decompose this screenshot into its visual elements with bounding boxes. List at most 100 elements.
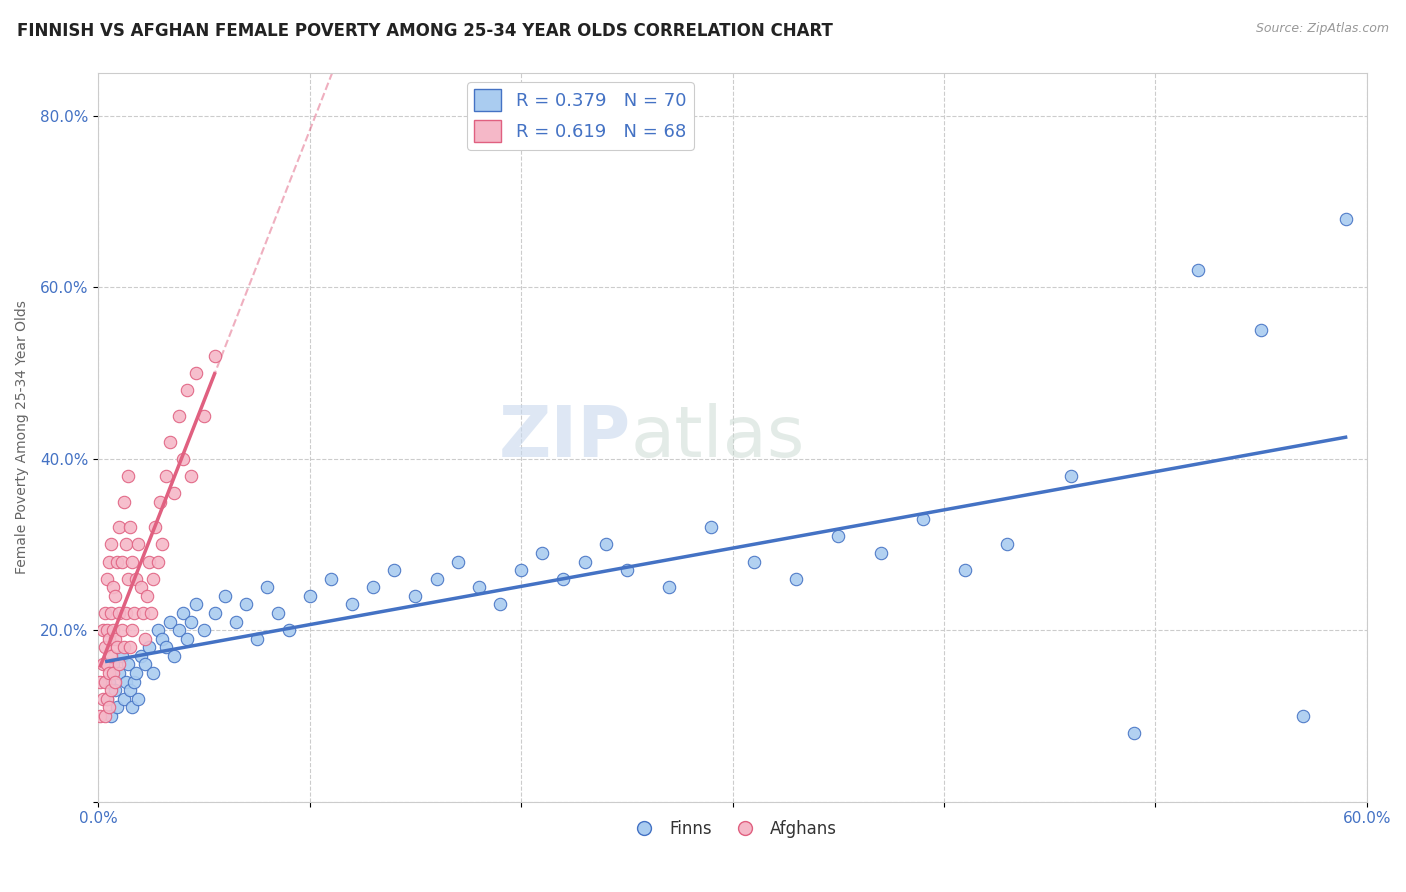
Point bbox=[176, 383, 198, 397]
Point bbox=[97, 632, 120, 646]
Text: Source: ZipAtlas.com: Source: ZipAtlas.com bbox=[1256, 22, 1389, 36]
Point bbox=[159, 434, 181, 449]
Point bbox=[995, 537, 1018, 551]
Point bbox=[159, 615, 181, 629]
Point bbox=[108, 520, 131, 534]
Point bbox=[204, 606, 226, 620]
Point bbox=[155, 468, 177, 483]
Point bbox=[319, 572, 342, 586]
Point bbox=[121, 700, 143, 714]
Point bbox=[146, 555, 169, 569]
Point bbox=[97, 700, 120, 714]
Point bbox=[277, 623, 299, 637]
Point bbox=[128, 537, 150, 551]
Point bbox=[118, 683, 141, 698]
Point bbox=[138, 640, 160, 655]
Point bbox=[163, 486, 186, 500]
Point bbox=[616, 563, 638, 577]
Point bbox=[136, 589, 159, 603]
Point bbox=[142, 572, 165, 586]
Point bbox=[112, 494, 135, 508]
Point bbox=[184, 366, 207, 380]
Point bbox=[108, 606, 131, 620]
Point bbox=[172, 606, 194, 620]
Point bbox=[141, 606, 163, 620]
Point bbox=[110, 648, 132, 663]
Point bbox=[93, 640, 115, 655]
Legend: Finns, Afghans: Finns, Afghans bbox=[621, 813, 844, 844]
Point bbox=[180, 468, 202, 483]
Point bbox=[108, 665, 131, 680]
Text: FINNISH VS AFGHAN FEMALE POVERTY AMONG 25-34 YEAR OLDS CORRELATION CHART: FINNISH VS AFGHAN FEMALE POVERTY AMONG 2… bbox=[17, 22, 832, 40]
Point bbox=[404, 589, 426, 603]
Point bbox=[176, 632, 198, 646]
Point bbox=[172, 451, 194, 466]
Point bbox=[91, 623, 114, 637]
Point bbox=[146, 623, 169, 637]
Point bbox=[101, 623, 124, 637]
Point bbox=[117, 468, 139, 483]
Point bbox=[100, 709, 122, 723]
Point bbox=[118, 640, 141, 655]
Point bbox=[489, 598, 512, 612]
Point bbox=[214, 589, 236, 603]
Point bbox=[93, 606, 115, 620]
Point bbox=[91, 691, 114, 706]
Point bbox=[204, 349, 226, 363]
Point bbox=[122, 606, 145, 620]
Point bbox=[150, 537, 173, 551]
Point bbox=[104, 589, 127, 603]
Point bbox=[125, 572, 148, 586]
Point bbox=[163, 648, 186, 663]
Point bbox=[1250, 323, 1272, 337]
Point bbox=[145, 520, 167, 534]
Point bbox=[104, 683, 127, 698]
Point bbox=[112, 691, 135, 706]
Point bbox=[96, 691, 118, 706]
Point bbox=[105, 555, 128, 569]
Point bbox=[100, 683, 122, 698]
Point bbox=[574, 555, 596, 569]
Point bbox=[510, 563, 533, 577]
Point bbox=[89, 709, 111, 723]
Point bbox=[114, 537, 136, 551]
Point bbox=[96, 691, 118, 706]
Point bbox=[742, 555, 765, 569]
Point bbox=[93, 709, 115, 723]
Point bbox=[426, 572, 449, 586]
Point bbox=[100, 648, 122, 663]
Point bbox=[89, 674, 111, 689]
Point bbox=[468, 580, 491, 594]
Point bbox=[97, 674, 120, 689]
Point bbox=[96, 572, 118, 586]
Point bbox=[361, 580, 384, 594]
Point bbox=[100, 537, 122, 551]
Point bbox=[132, 606, 155, 620]
Point bbox=[101, 580, 124, 594]
Point bbox=[117, 657, 139, 672]
Point bbox=[121, 623, 143, 637]
Point bbox=[553, 572, 575, 586]
Point bbox=[122, 674, 145, 689]
Point bbox=[96, 657, 118, 672]
Point bbox=[117, 572, 139, 586]
Point bbox=[167, 623, 190, 637]
Text: atlas: atlas bbox=[631, 403, 806, 472]
Point bbox=[267, 606, 290, 620]
Point bbox=[382, 563, 405, 577]
Point bbox=[1334, 211, 1357, 226]
Point bbox=[134, 657, 156, 672]
Point bbox=[105, 700, 128, 714]
Point bbox=[114, 674, 136, 689]
Point bbox=[118, 520, 141, 534]
Point bbox=[97, 555, 120, 569]
Point bbox=[101, 657, 124, 672]
Point bbox=[112, 640, 135, 655]
Point bbox=[911, 512, 934, 526]
Point bbox=[953, 563, 976, 577]
Point bbox=[121, 555, 143, 569]
Point bbox=[138, 555, 160, 569]
Point bbox=[184, 598, 207, 612]
Point bbox=[193, 623, 215, 637]
Point bbox=[110, 623, 132, 637]
